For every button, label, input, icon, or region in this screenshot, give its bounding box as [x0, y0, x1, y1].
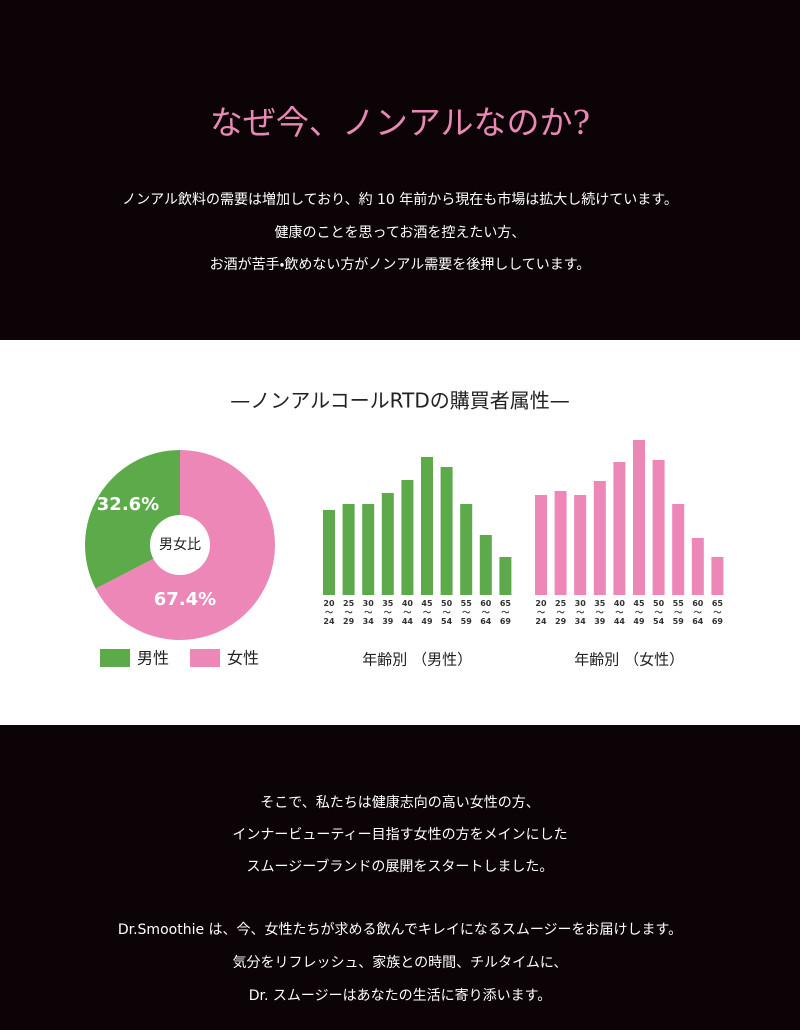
bar	[652, 460, 665, 595]
legend-label: 女性	[227, 649, 259, 668]
x-tick-label: 45 〜 49	[633, 599, 645, 626]
x-axis-label: 年齢別 （男性）	[362, 651, 472, 669]
x-tick-label: 60 〜 64	[480, 599, 492, 626]
paragraph-line: Dr.Smoothie は、今、女性たちが求める飲んでキレイになるスムージーをお…	[118, 922, 682, 938]
x-tick-label: 20 〜 24	[535, 599, 547, 626]
paragraph-line: 健康のことを思ってお酒を控えたい方、	[275, 224, 526, 241]
pie-center	[150, 515, 210, 575]
paragraph-line: インナービューティー目指す女性の方をメインにした	[232, 827, 567, 843]
bar	[362, 504, 375, 595]
bottom-band	[0, 725, 800, 1030]
x-tick-label: 40 〜 44	[402, 599, 414, 626]
x-tick-label: 65 〜 69	[500, 599, 512, 626]
x-tick-label: 50 〜 54	[441, 599, 453, 626]
legend-swatch	[100, 649, 130, 667]
x-tick-label: 35 〜 39	[382, 599, 394, 626]
x-tick-label: 55 〜 59	[673, 599, 685, 626]
bar	[479, 535, 492, 595]
x-tick-label: 65 〜 69	[712, 599, 724, 626]
paragraph-line: そこで、私たちは健康志向の高い女性の方、	[260, 794, 539, 811]
x-tick-label: 35 〜 39	[594, 599, 606, 626]
top-band	[0, 0, 800, 340]
x-tick-label: 30 〜 34	[575, 599, 587, 626]
bar	[691, 538, 704, 595]
x-tick-label: 30 〜 34	[363, 599, 375, 626]
bar	[323, 510, 335, 595]
legend-label: 男性	[137, 649, 169, 668]
bar	[613, 462, 626, 595]
paragraph-line: スムージーブランドの展開をスタートしました。	[247, 858, 554, 875]
x-axis-label: 年齢別 （女性）	[574, 651, 684, 669]
bar	[342, 504, 355, 595]
section-title: —ノンアルコールRTDの購買者属性—	[230, 389, 569, 413]
bar	[593, 481, 606, 595]
x-tick-label: 40 〜 44	[614, 599, 626, 626]
bar	[421, 457, 433, 595]
bar	[672, 504, 685, 595]
paragraph-line: お酒が苦手・飲めない方がノンアル需要を後押ししています。	[210, 257, 591, 273]
bar	[460, 504, 473, 595]
bar	[554, 491, 567, 595]
x-tick-label: 25 〜 29	[555, 599, 567, 626]
bar	[381, 493, 394, 595]
x-tick-label: 55 〜 59	[461, 599, 473, 626]
bar	[499, 557, 512, 595]
x-tick-label: 50 〜 54	[653, 599, 665, 626]
x-tick-label: 20 〜 24	[323, 599, 335, 626]
paragraph-line: 気分をリフレッシュ、家族との時間、チルタイムに、	[233, 954, 568, 971]
x-tick-label: 60 〜 64	[692, 599, 704, 626]
data-label: 32.6%	[97, 494, 159, 515]
bar	[574, 495, 587, 595]
bar	[711, 557, 724, 595]
x-tick-label: 25 〜 29	[343, 599, 355, 626]
legend-swatch	[190, 649, 220, 667]
paragraph-line: Dr. スムージーはあなたの生活に寄り添います。	[249, 988, 551, 1004]
pie-center-label: 男女比	[159, 537, 201, 553]
bar	[440, 467, 453, 595]
data-label: 67.4%	[154, 589, 216, 610]
bar	[633, 440, 645, 595]
x-tick-label: 45 〜 49	[421, 599, 433, 626]
bar	[535, 495, 547, 595]
page-title: なぜ今、ノンアルなのか?	[210, 103, 590, 142]
bar	[401, 480, 414, 595]
paragraph-line: ノンアル飲料の需要は増加しており、約 10 年前から現在も市場は拡大し続けていま…	[122, 191, 678, 208]
